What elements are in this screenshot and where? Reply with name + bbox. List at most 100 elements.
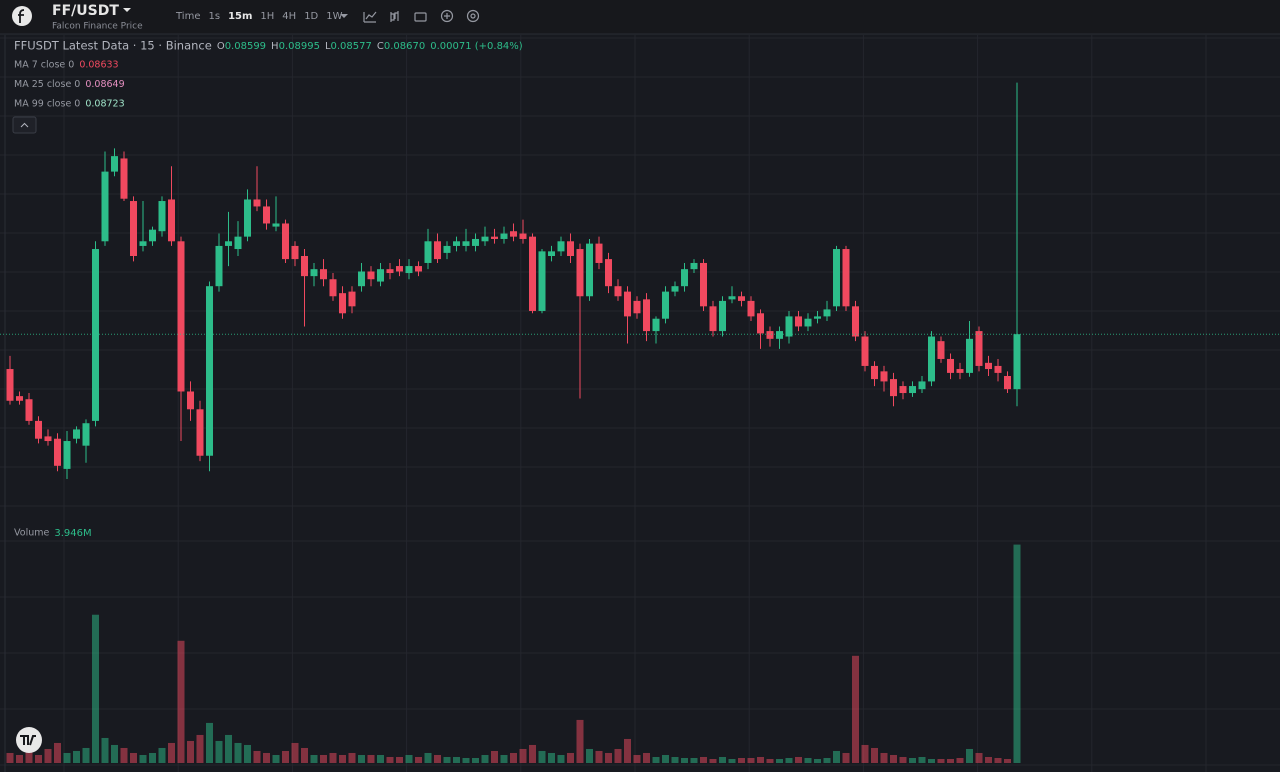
- volume-bar: [975, 752, 983, 763]
- volume-bar: [833, 750, 840, 763]
- candle-body: [738, 296, 745, 301]
- candle-body: [434, 241, 441, 260]
- volume-bar: [120, 747, 128, 763]
- timeframe[interactable]: 4H: [282, 11, 296, 22]
- timeframe[interactable]: 1W: [326, 11, 342, 22]
- volume-bar: [728, 758, 736, 763]
- logo[interactable]: [12, 6, 32, 26]
- timeframe[interactable]: Time: [175, 11, 200, 22]
- candle-body: [386, 269, 394, 274]
- volume-bar: [329, 752, 337, 763]
- icon-camera[interactable]: [414, 12, 427, 22]
- collapse-button[interactable]: [12, 116, 37, 134]
- ma-label: MA 99 close 0: [14, 99, 80, 110]
- volume-bar: [101, 737, 109, 763]
- ma-value: 0.08723: [85, 99, 124, 110]
- candle-body: [405, 266, 413, 274]
- candle-body: [633, 300, 641, 314]
- candle-body: [272, 223, 280, 227]
- candle-body: [519, 233, 527, 239]
- volume-bar: [234, 742, 242, 763]
- timeframe[interactable]: 1H: [260, 11, 274, 22]
- volume-bar: [272, 754, 280, 763]
- timeframe[interactable]: 1D: [304, 11, 318, 22]
- marks: [0, 82, 1280, 763]
- icon-settings[interactable]: [466, 9, 480, 23]
- volume-bar: [415, 756, 422, 763]
- candle-body: [842, 249, 850, 307]
- volume-bar: [614, 748, 622, 763]
- volume-bar: [44, 748, 52, 763]
- legend: FFUSDT Latest Data · 15 · Binance O 0.0859…: [14, 39, 523, 540]
- volume-bar: [709, 758, 717, 763]
- volume-bar: [985, 756, 992, 763]
- volume-bar: [605, 752, 612, 763]
- candle-body: [6, 369, 14, 401]
- tv-logo-glyph: [20, 735, 36, 746]
- candle-body: [206, 286, 213, 456]
- volume-bar: [529, 744, 536, 763]
- candle-body: [158, 201, 166, 232]
- candle-body: [415, 266, 422, 272]
- volume-bar: [966, 748, 973, 763]
- collapse-icon: [20, 122, 29, 128]
- candle-body: [16, 396, 23, 401]
- ma-label: MA 7 close 0: [14, 60, 74, 71]
- candle-body: [35, 420, 42, 439]
- symbol[interactable]: FF/USDT: [52, 3, 119, 19]
- icon-add[interactable]: [440, 9, 454, 23]
- candle-body: [766, 331, 774, 339]
- candle-body: [956, 369, 964, 373]
- candle-body: [567, 241, 574, 256]
- volume-bar: [130, 752, 137, 763]
- candle-body: [73, 429, 80, 439]
- candle-body: [500, 233, 508, 239]
- candle-body: [823, 309, 831, 317]
- candle-body: [367, 271, 375, 280]
- timeframe[interactable]: 15m: [228, 11, 252, 22]
- icon-indicators[interactable]: [363, 11, 377, 23]
- volume-bar: [149, 752, 156, 763]
- ohlc-value: 0.08670: [384, 41, 425, 52]
- tf-caret[interactable]: [340, 14, 348, 18]
- volume-bar: [890, 754, 897, 763]
- volume-bar: [776, 758, 783, 763]
- volume-bar: [215, 740, 223, 763]
- candle-body: [120, 158, 128, 199]
- volume-bar: [177, 640, 185, 763]
- volume-bar: [738, 757, 745, 763]
- volume-bar: [424, 752, 432, 763]
- candle-body: [643, 299, 650, 332]
- volume-bar: [263, 752, 270, 763]
- volume-bar: [139, 754, 147, 763]
- candle-body: [253, 199, 261, 207]
- candle-body: [168, 199, 175, 242]
- candle-body: [244, 199, 251, 237]
- volume-bar: [291, 742, 299, 763]
- volume-bar: [111, 744, 118, 763]
- candle-body: [139, 241, 147, 246]
- volume-bar: [358, 754, 365, 763]
- symbol-caret[interactable]: [123, 8, 131, 12]
- candle-body: [92, 249, 99, 421]
- volume-bar: [500, 754, 508, 763]
- volume-bar: [880, 752, 888, 763]
- timeframes: Time 1s 15m 1H 4H 1D 1W: [175, 11, 343, 22]
- candle-body: [728, 296, 736, 300]
- icon-candles[interactable]: [390, 11, 399, 22]
- volume-bar: [377, 754, 384, 763]
- timeframe[interactable]: 1s: [208, 11, 220, 22]
- volume-bar: [956, 757, 964, 763]
- candle-body: [196, 409, 204, 456]
- candle-body: [928, 336, 935, 382]
- volume-bar: [633, 754, 641, 763]
- candle-body: [586, 243, 593, 297]
- candle-body: [890, 379, 897, 397]
- volume-bar: [557, 754, 565, 763]
- candle-body: [339, 293, 346, 314]
- volume-bar: [652, 756, 660, 763]
- candle-body: [358, 271, 365, 287]
- volume-bar: [481, 754, 489, 763]
